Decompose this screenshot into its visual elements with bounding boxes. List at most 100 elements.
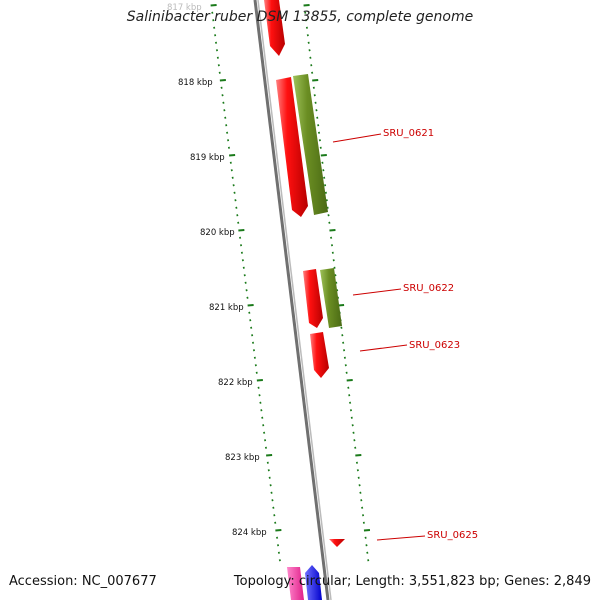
accession-text: Accession: NC_007677 — [9, 574, 157, 589]
minor-tick — [308, 49, 311, 52]
minor-tick — [324, 191, 328, 194]
minor-tick — [221, 94, 224, 97]
minor-tick — [331, 251, 334, 254]
minor-tick — [350, 416, 353, 419]
minor-tick — [226, 139, 230, 142]
gene-arrow-sru0622-olive[interactable] — [320, 268, 342, 328]
minor-tick — [224, 116, 227, 119]
minor-tick — [226, 131, 229, 134]
gene-label-leaders — [332, 133, 426, 541]
minor-tick — [225, 124, 228, 127]
minor-tick — [234, 199, 237, 202]
minor-tick — [332, 259, 335, 262]
major-tick — [229, 154, 236, 157]
minor-tick — [317, 124, 320, 127]
minor-tick — [250, 326, 253, 329]
minor-tick — [361, 514, 365, 517]
minor-tick — [309, 56, 312, 59]
minor-tick — [269, 484, 272, 487]
gene-label-sru0623[interactable]: SRU_0623 — [409, 340, 460, 351]
gene-arrow-sru0621-olive[interactable] — [293, 74, 328, 215]
gene-arrow-sru0621-red[interactable] — [276, 77, 308, 217]
minor-tick — [251, 341, 255, 344]
minor-tick — [351, 424, 354, 427]
minor-tick — [257, 386, 260, 389]
major-tick — [266, 454, 273, 457]
minor-tick — [222, 101, 225, 104]
gene-label-sru0621[interactable]: SRU_0621 — [383, 128, 434, 139]
minor-tick — [254, 364, 257, 367]
minor-tick — [246, 296, 249, 299]
minor-tick — [215, 49, 219, 52]
minor-tick — [273, 514, 276, 517]
major-tick — [247, 304, 254, 307]
minor-tick — [264, 446, 268, 449]
minor-tick — [304, 11, 307, 14]
minor-tick — [312, 86, 315, 89]
minor-tick — [305, 26, 309, 29]
minor-tick — [237, 221, 240, 224]
minor-tick — [271, 499, 274, 502]
minor-tick — [359, 491, 362, 494]
minor-tick — [319, 146, 322, 149]
kbp-label-824: 824 kbp — [232, 528, 267, 538]
minor-tick — [268, 476, 271, 479]
minor-tick — [313, 94, 316, 97]
minor-tick — [216, 56, 219, 59]
minor-tick — [229, 161, 232, 164]
minor-tick — [317, 131, 321, 134]
minor-tick — [305, 19, 308, 22]
minor-tick — [276, 536, 279, 539]
minor-tick — [349, 401, 352, 404]
major-tick — [275, 529, 282, 532]
kbp-label-822: 822 kbp — [218, 378, 253, 388]
minor-tick — [342, 341, 345, 344]
minor-tick — [365, 544, 368, 547]
minor-tick — [213, 26, 216, 29]
outer-tick-track — [303, 4, 371, 562]
major-tick — [329, 229, 336, 232]
gene-arrow-top[interactable] — [264, 0, 285, 56]
kbp-label-818: 818 kbp — [178, 78, 213, 88]
gene-arrow-sru0622-red[interactable] — [303, 269, 323, 328]
minor-tick — [243, 274, 246, 277]
minor-tick — [244, 281, 247, 284]
minor-tick — [330, 236, 333, 239]
minor-tick — [230, 169, 233, 172]
gene-label-sru0622[interactable]: SRU_0622 — [403, 283, 454, 294]
gene-features — [264, 0, 345, 600]
minor-tick — [340, 326, 343, 329]
minor-tick — [341, 334, 344, 337]
minor-tick — [231, 176, 234, 179]
minor-tick — [344, 364, 347, 367]
gene-arrow-sru0623[interactable] — [310, 332, 329, 378]
minor-tick — [249, 319, 252, 322]
minor-tick — [316, 116, 319, 119]
minor-tick — [347, 386, 350, 389]
minor-tick — [262, 424, 265, 427]
minor-tick — [314, 101, 317, 104]
minor-tick — [276, 544, 280, 547]
minor-tick — [236, 214, 239, 217]
minor-tick — [214, 41, 218, 44]
kbp-label-821: 821 kbp — [209, 303, 244, 313]
minor-tick — [327, 214, 330, 217]
gene-arrow-bottom-pink[interactable] — [287, 567, 304, 600]
genome-title: Salinibacter ruber DSM 13855, complete g… — [126, 9, 474, 25]
gene-label-sru0625[interactable]: SRU_0625 — [427, 530, 478, 541]
minor-tick — [218, 71, 221, 74]
minor-tick — [311, 71, 314, 74]
minor-tick — [266, 461, 269, 464]
major-tick — [238, 229, 245, 232]
minor-tick — [362, 521, 365, 524]
major-tick — [219, 79, 226, 82]
kbp-label-819: 819 kbp — [190, 153, 225, 163]
minor-tick — [367, 559, 370, 562]
minor-tick — [223, 109, 226, 112]
gene-arrow-bottom-blue[interactable] — [305, 565, 322, 600]
gene-arrow-sru0625[interactable] — [329, 539, 345, 547]
minor-tick — [253, 356, 256, 359]
minor-tick — [349, 409, 353, 412]
minor-tick — [251, 334, 254, 337]
